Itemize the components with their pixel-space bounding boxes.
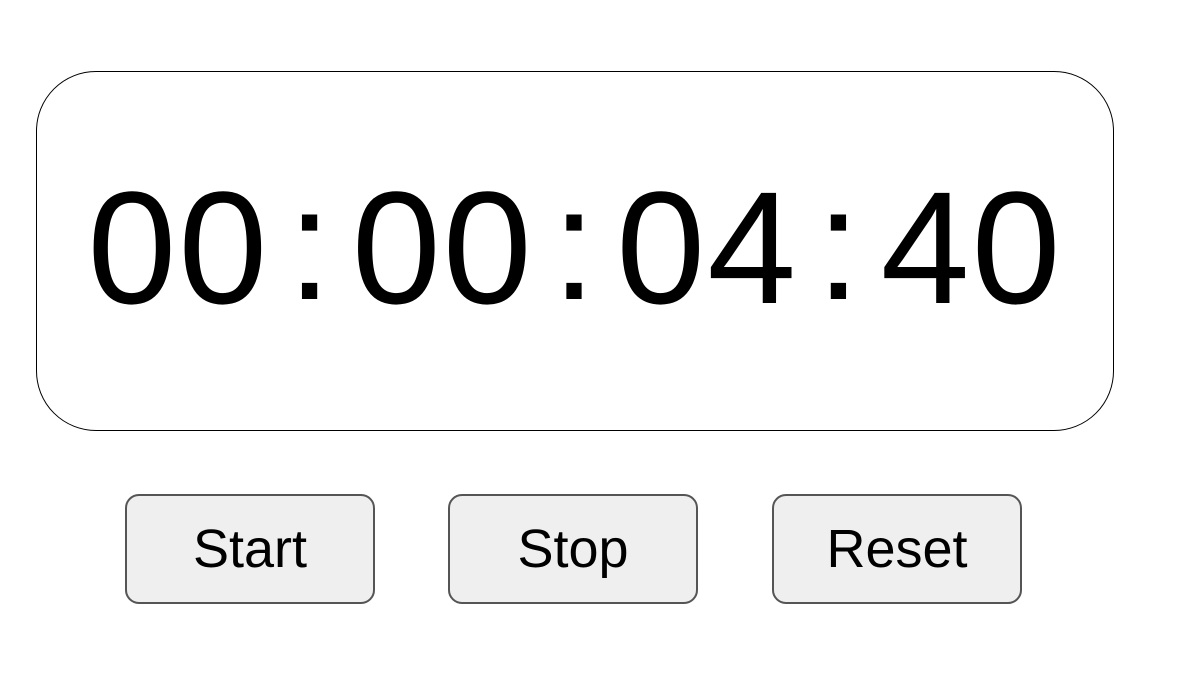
hours-value: 00 <box>87 158 270 337</box>
reset-button[interactable]: Reset <box>772 494 1022 604</box>
start-button[interactable]: Start <box>125 494 375 604</box>
time-separator: : <box>551 154 599 333</box>
time-separator: : <box>287 154 334 333</box>
control-bar: Start Stop Reset <box>0 494 1200 604</box>
hundredths-value: 40 <box>880 158 1063 337</box>
stop-button[interactable]: Stop <box>448 494 698 604</box>
seconds-value: 04 <box>616 158 799 337</box>
time-readout: 00 : 00 : 04 : 40 <box>87 158 1063 337</box>
time-separator: : <box>816 154 863 333</box>
time-display: 00 : 00 : 04 : 40 <box>36 71 1114 431</box>
minutes-value: 00 <box>351 158 534 337</box>
